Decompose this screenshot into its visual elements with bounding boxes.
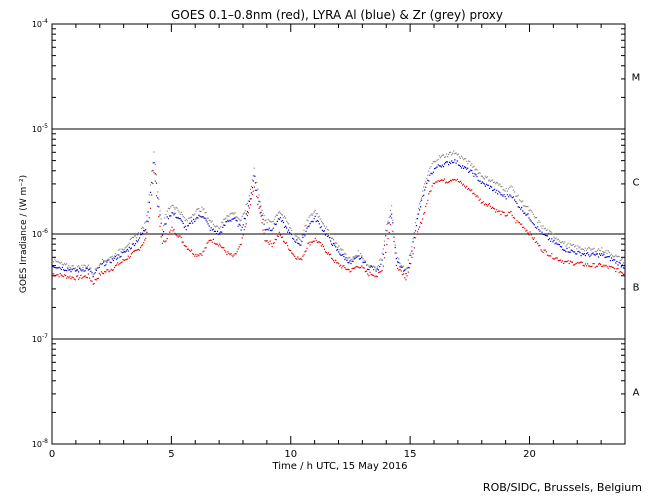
class-lines <box>52 128 625 340</box>
class-label-m: M <box>632 73 641 84</box>
series-layer <box>52 150 626 285</box>
x-tick-label: 10 <box>284 449 297 460</box>
x-tick-label: 5 <box>168 449 174 460</box>
chart-title: GOES 0.1–0.8nm (red), LYRA Al (blue) & Z… <box>171 8 503 22</box>
x-tick-label: 20 <box>523 449 536 460</box>
x-tick-label: 15 <box>404 449 417 460</box>
series-lyra-zr-proxy <box>52 150 626 276</box>
x-axis-label: Time / h UTC, 15 May 2016 <box>271 461 407 472</box>
series-lyra-al-proxy <box>52 159 626 278</box>
series-trace <box>52 150 626 276</box>
y-tick-label: 10-8 <box>32 438 48 449</box>
series-trace <box>52 159 626 278</box>
class-label-a: A <box>633 388 640 399</box>
class-label-b: B <box>633 283 640 294</box>
class-label-c: C <box>633 178 640 189</box>
y-tick-label: 10-5 <box>32 123 48 134</box>
y-axis-label: GOES Irradiance / (W m⁻²) <box>19 175 29 293</box>
y-tick-label: 10-7 <box>32 333 48 344</box>
class-labels: A B C M <box>632 73 641 399</box>
series-goes-0-1-0-8nm <box>52 172 626 285</box>
y-tick-label: 10-6 <box>32 228 48 239</box>
series-trace <box>52 172 626 285</box>
y-tick-label: 10-4 <box>32 18 48 29</box>
x-axis: 0 5 10 15 20 <box>49 24 626 460</box>
x-tick-label: 0 <box>49 449 55 460</box>
y-axis: 10-8 10-7 10-6 10-5 10-4 <box>32 18 625 449</box>
credit-text: ROB/SIDC, Brussels, Belgium <box>482 481 642 494</box>
